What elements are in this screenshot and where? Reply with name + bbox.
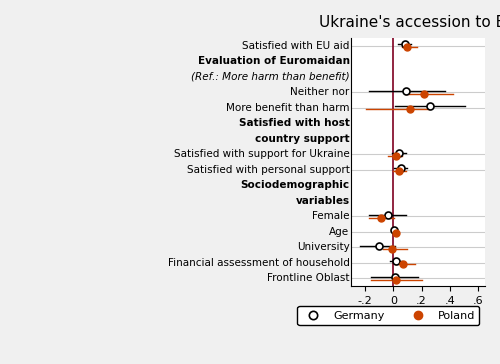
- Text: Neither nor: Neither nor: [290, 87, 350, 97]
- Legend: Germany, Poland: Germany, Poland: [298, 306, 480, 325]
- Text: Financial assessment of household: Financial assessment of household: [168, 258, 350, 268]
- Text: More benefit than harm: More benefit than harm: [226, 103, 350, 113]
- Text: Satisfied with support for Ukraine: Satisfied with support for Ukraine: [174, 149, 350, 159]
- Text: Female: Female: [312, 211, 350, 221]
- Text: variables: variables: [296, 196, 350, 206]
- Text: (Ref.: More harm than benefit): (Ref.: More harm than benefit): [191, 72, 350, 82]
- Text: Satisfied with EU aid: Satisfied with EU aid: [242, 41, 350, 51]
- Text: country support: country support: [255, 134, 350, 144]
- Text: Satisfied with personal support: Satisfied with personal support: [186, 165, 350, 175]
- Text: University: University: [297, 242, 350, 252]
- Title: Ukraine's accession to EU: Ukraine's accession to EU: [319, 15, 500, 30]
- Text: Age: Age: [330, 227, 349, 237]
- Text: Frontline Oblast: Frontline Oblast: [267, 273, 349, 283]
- Text: Satisfied with host: Satisfied with host: [238, 118, 350, 128]
- Text: Evaluation of Euromaidan: Evaluation of Euromaidan: [198, 56, 350, 66]
- Text: Sociodemographic: Sociodemographic: [240, 180, 350, 190]
